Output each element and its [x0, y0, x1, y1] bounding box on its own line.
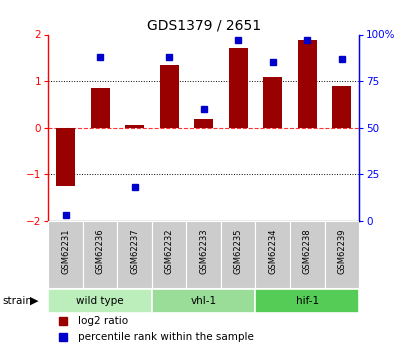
Text: strain: strain: [2, 296, 32, 306]
Text: GSM62239: GSM62239: [337, 228, 346, 274]
Bar: [48, 289, 152, 313]
Bar: [125, 125, 144, 128]
Bar: [83, 221, 117, 288]
Bar: [48, 221, 83, 288]
Bar: [290, 221, 325, 288]
Text: log2 ratio: log2 ratio: [78, 316, 128, 326]
Bar: [194, 119, 213, 128]
Text: GSM62233: GSM62233: [199, 228, 208, 274]
Text: GSM62238: GSM62238: [303, 228, 312, 274]
Bar: [332, 86, 351, 128]
Bar: [263, 77, 282, 128]
Text: GSM62236: GSM62236: [96, 228, 105, 274]
Bar: [152, 221, 186, 288]
Bar: [186, 221, 221, 288]
Text: GDS1379 / 2651: GDS1379 / 2651: [147, 19, 261, 33]
Text: hif-1: hif-1: [296, 296, 319, 306]
Text: percentile rank within the sample: percentile rank within the sample: [78, 333, 254, 342]
Bar: [325, 221, 359, 288]
Text: wild type: wild type: [76, 296, 124, 306]
Text: GSM62235: GSM62235: [234, 228, 243, 274]
Bar: [221, 221, 255, 288]
Bar: [56, 128, 75, 186]
Bar: [160, 65, 178, 128]
Bar: [152, 289, 255, 313]
Bar: [229, 48, 248, 128]
Bar: [91, 88, 110, 128]
Text: GSM62231: GSM62231: [61, 228, 70, 274]
Bar: [298, 40, 317, 128]
Text: vhl-1: vhl-1: [191, 296, 217, 306]
Bar: [255, 221, 290, 288]
Bar: [117, 221, 152, 288]
Bar: [255, 289, 359, 313]
Text: GSM62234: GSM62234: [268, 228, 277, 274]
Text: ▶: ▶: [30, 296, 39, 306]
Text: GSM62237: GSM62237: [130, 228, 139, 274]
Text: GSM62232: GSM62232: [165, 228, 173, 274]
